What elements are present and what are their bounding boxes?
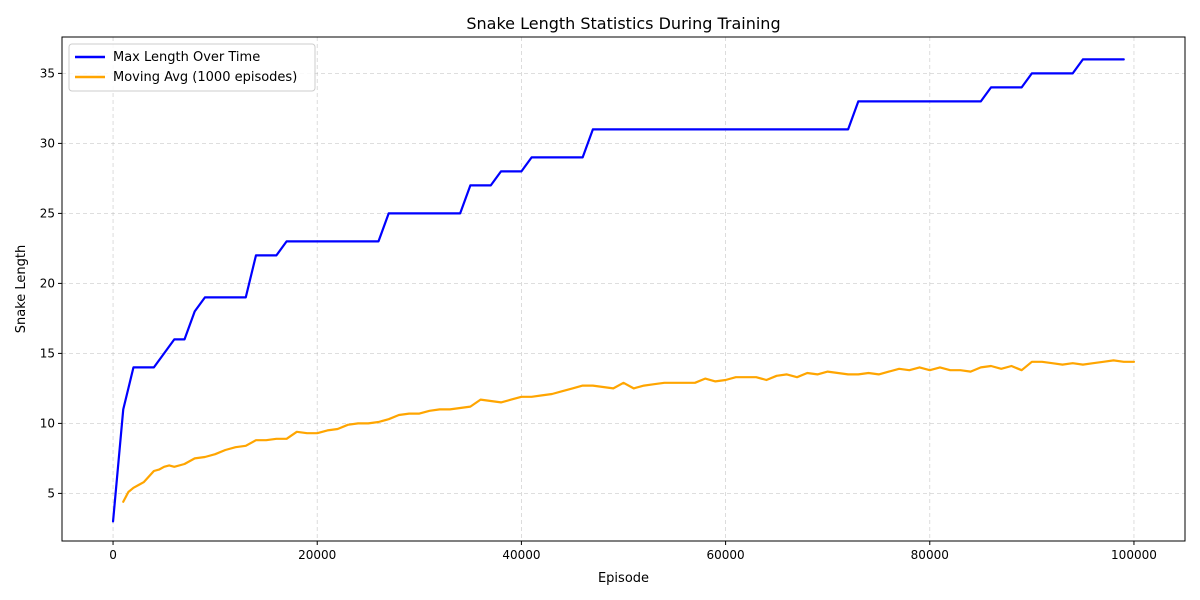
x-tick-label: 80000 (911, 548, 949, 562)
x-tick-label: 0 (109, 548, 117, 562)
x-tick-label: 40000 (502, 548, 540, 562)
x-tick-label: 60000 (706, 548, 744, 562)
y-tick-label: 35 (40, 66, 55, 80)
grid (62, 37, 1185, 541)
plot-frame (61, 36, 1186, 542)
chart-title: Snake Length Statistics During Training (466, 14, 780, 33)
y-tick-label: 15 (40, 346, 55, 360)
legend-label-moving-avg: Moving Avg (1000 episodes) (113, 70, 297, 85)
x-axis-label: Episode (598, 571, 649, 586)
y-tick-label: 30 (40, 136, 55, 150)
legend: Max Length Over Time Moving Avg (1000 ep… (68, 43, 316, 92)
y-tick-label: 5 (47, 486, 55, 500)
legend-box (68, 43, 316, 92)
y-axis-label: Snake Length (14, 245, 29, 334)
legend-label-max-length: Max Length Over Time (113, 50, 260, 65)
ticks: 0 20000 40000 60000 80000 100000 5 10 15 20 25 30 35 (40, 66, 1157, 562)
x-tick-label: 20000 (298, 548, 336, 562)
y-tick-label: 25 (40, 206, 55, 220)
y-tick-label: 10 (40, 416, 55, 430)
series-line-max-length (111, 58, 1125, 523)
series-layer (111, 58, 1136, 523)
x-tick-label: 100000 (1111, 548, 1157, 562)
y-tick-label: 20 (40, 276, 55, 290)
series-line-moving-avg (122, 359, 1136, 503)
